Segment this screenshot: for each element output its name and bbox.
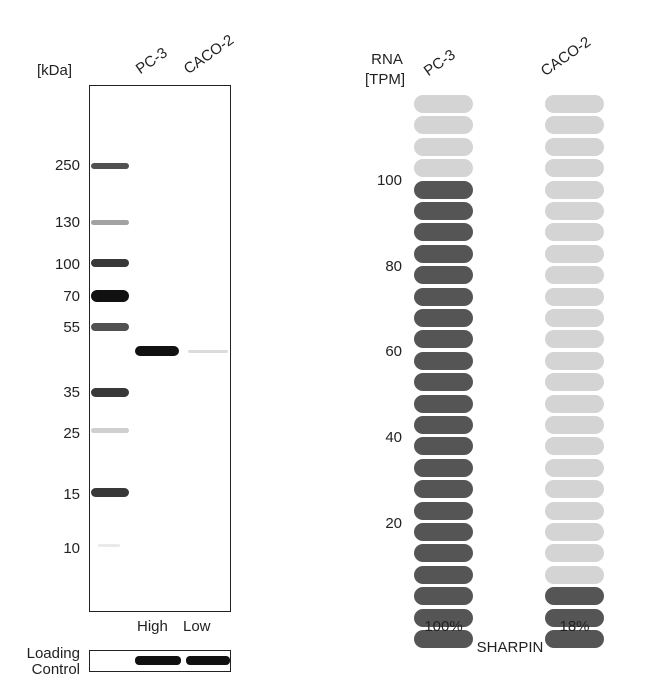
rna-pill-filled [414,181,473,199]
rna-column-caco2 [545,95,604,648]
rna-pill-filled [414,395,473,413]
rna-pill-filled [545,609,604,627]
marker-label: 10 [63,540,80,557]
gene-name: SHARPIN [476,639,544,656]
rna-pill-empty [545,116,604,134]
rna-percentage-pc3: 100% [424,618,463,635]
marker-label: 25 [63,425,80,442]
rna-pill-filled [414,587,473,605]
marker-label: 35 [63,384,80,401]
ladder-band [91,428,129,433]
marker-label: 15 [63,486,80,503]
rna-pill-filled [414,288,473,306]
rna-pill-empty [545,544,604,562]
rna-pill-filled [545,587,604,605]
rna-tick-label: 100 [376,172,402,189]
ladder-band [91,163,129,169]
rna-pill-filled [414,609,473,627]
rna-pill-empty [545,159,604,177]
rna-lane-label-pc3: PC-3 [420,46,459,80]
rna-pill-empty [414,116,473,134]
loading-control-blot [89,650,231,672]
marker-label: 250 [54,157,80,174]
rna-pill-filled [414,416,473,434]
rna-tick-label: 40 [385,429,402,446]
rna-pill-empty [414,95,473,113]
rna-pill-empty [545,245,604,263]
ladder-band [91,488,129,497]
rna-pill-empty [545,373,604,391]
ladder-band [91,259,129,267]
rna-pill-filled [414,480,473,498]
rna-pill-empty [545,502,604,520]
blot-membrane [89,85,231,612]
rna-tick-label: 60 [385,343,402,360]
rna-pill-empty [545,223,604,241]
rna-pill-empty [545,416,604,434]
marker-label: 70 [63,288,80,305]
rna-pill-empty [545,437,604,455]
rna-pill-filled [414,352,473,370]
rna-percentage-caco2: 18% [559,618,590,635]
rna-pill-filled [414,544,473,562]
rna-pill-empty [414,138,473,156]
marker-label: 130 [54,214,80,231]
rna-pill-filled [414,266,473,284]
rna-pill-filled [414,245,473,263]
loading-band-caco2 [186,656,230,665]
rna-pill-empty [545,352,604,370]
rna-pill-empty [545,480,604,498]
blot-image [91,163,228,547]
rna-pill-empty [545,138,604,156]
kda-unit-label: [kDa] [37,62,73,79]
lane-label-pc3: PC-3 [132,44,171,78]
rna-pill-filled [414,202,473,220]
rna-pill-filled [414,330,473,348]
rna-pill-filled [414,523,473,541]
rna-axis-title-line1: RNA [371,51,403,68]
rna-pill-filled [414,630,473,648]
rna-pill-filled [545,630,604,648]
rna-tick-label: 80 [385,258,402,275]
rna-pill-empty [545,95,604,113]
rna-pill-filled [414,502,473,520]
rna-pill-empty [545,330,604,348]
rna-tick-label: 20 [385,515,402,532]
rna-pill-empty [545,523,604,541]
rna-pill-empty [545,309,604,327]
rna-pill-empty [414,159,473,177]
loading-control-image [135,656,230,665]
ladder-band [91,388,129,397]
pc3-band [135,346,179,356]
lane-label-caco2: CACO-2 [180,31,238,78]
level-low: Low [183,618,211,635]
rna-pill-filled [414,223,473,241]
rna-pill-empty [545,288,604,306]
rna-pill-filled [414,566,473,584]
rna-pill-empty [545,395,604,413]
level-high: High [137,618,168,635]
rna-pill-empty [545,459,604,477]
marker-label: 100 [54,256,80,273]
ladder-band [91,323,129,331]
rna-pill-empty [545,181,604,199]
rna-column-pc3 [414,95,473,648]
rna-pill-filled [414,459,473,477]
caco2-band [188,350,228,353]
marker-label: 55 [63,319,80,336]
loading-control-label-line1: Loading [26,645,80,662]
rna-pill-filled [414,373,473,391]
rna-axis-title-line2: [TPM] [365,71,405,88]
rna-pill-filled [414,309,473,327]
rna-pill-empty [545,202,604,220]
rna-pill-filled [414,437,473,455]
rna-lane-label-caco2: CACO-2 [537,33,595,80]
ladder-band [91,220,129,225]
ladder-band [91,290,129,302]
rna-pill-empty [545,266,604,284]
ladder-band [98,544,120,547]
loading-control-label-line2: Control [31,661,80,678]
rna-pill-empty [545,566,604,584]
loading-band-pc3 [135,656,181,665]
